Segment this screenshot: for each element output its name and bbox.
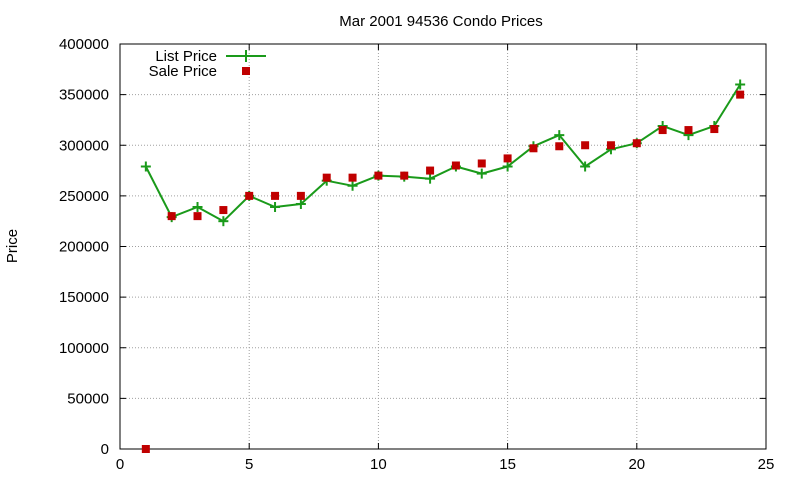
y-tick-label: 200000 xyxy=(59,239,109,256)
list-price-point xyxy=(476,168,487,179)
sale-price-point xyxy=(322,173,331,182)
list-price-point xyxy=(270,202,281,213)
list-price-point xyxy=(295,198,306,209)
y-axis-label: Price xyxy=(4,229,21,263)
sale-price-point xyxy=(632,139,641,148)
grid xyxy=(120,44,766,449)
sale-price-point xyxy=(684,126,693,135)
y-tick-label: 50000 xyxy=(67,390,109,407)
legend-marker-list-price xyxy=(240,50,252,62)
sale-price-point xyxy=(193,212,202,221)
x-tick-label: 20 xyxy=(628,456,645,473)
axis-ticks: 0 5 10 15 20 25 0 50000 100000 150000 200000 250000… xyxy=(59,36,774,473)
x-tick-label: 15 xyxy=(499,456,516,473)
sale-price-point xyxy=(710,125,719,134)
sale-price-point xyxy=(167,212,176,221)
list-price-point xyxy=(502,161,513,172)
y-tick-label: 400000 xyxy=(59,36,109,53)
sale-price-point xyxy=(374,171,383,180)
sale-price-point xyxy=(426,166,435,175)
x-tick-label: 25 xyxy=(758,456,775,473)
sale-price-point xyxy=(451,161,460,170)
chart-title: Mar 2001 94536 Condo Prices xyxy=(339,13,542,30)
list-price-point xyxy=(192,202,203,213)
y-tick-label: 350000 xyxy=(59,87,109,104)
x-tick-label: 5 xyxy=(245,456,253,473)
series xyxy=(140,79,746,453)
sale-price-point xyxy=(141,445,150,453)
sale-price-point xyxy=(348,173,357,182)
list-price-line xyxy=(144,83,742,223)
list-price-point xyxy=(140,161,151,172)
legend: List Price Sale Price xyxy=(149,48,266,80)
x-tick-label: 10 xyxy=(370,456,387,473)
list-price-point xyxy=(425,173,436,184)
sale-price-point xyxy=(529,144,538,153)
sale-price-point xyxy=(296,191,305,200)
sale-price-point xyxy=(658,126,667,135)
sale-price-point xyxy=(271,191,280,200)
sale-price-point xyxy=(503,154,512,163)
list-price-point xyxy=(347,180,358,191)
sale-price-point xyxy=(477,159,486,168)
sale-price-point xyxy=(555,142,564,151)
sale-price-point xyxy=(606,141,615,150)
sale-price-point xyxy=(581,141,590,150)
sale-price-point xyxy=(400,171,409,180)
legend-label-list-price: List Price xyxy=(155,48,217,65)
list-price-point xyxy=(580,161,591,172)
sale-price-point xyxy=(736,90,745,99)
y-tick-label: 0 xyxy=(101,441,109,458)
list-price-point xyxy=(554,130,565,141)
list-price-point xyxy=(218,216,229,227)
y-tick-label: 300000 xyxy=(59,137,109,154)
y-tick-label: 100000 xyxy=(59,340,109,357)
legend-marker-sale-price xyxy=(242,67,250,75)
sale-price-point xyxy=(245,191,254,200)
sale-price-point xyxy=(219,206,228,215)
y-tick-label: 250000 xyxy=(59,188,109,205)
y-tick-label: 150000 xyxy=(59,289,109,306)
x-tick-label: 0 xyxy=(116,456,124,473)
legend-label-sale-price: Sale Price xyxy=(149,63,217,80)
list-price-point xyxy=(735,79,746,90)
